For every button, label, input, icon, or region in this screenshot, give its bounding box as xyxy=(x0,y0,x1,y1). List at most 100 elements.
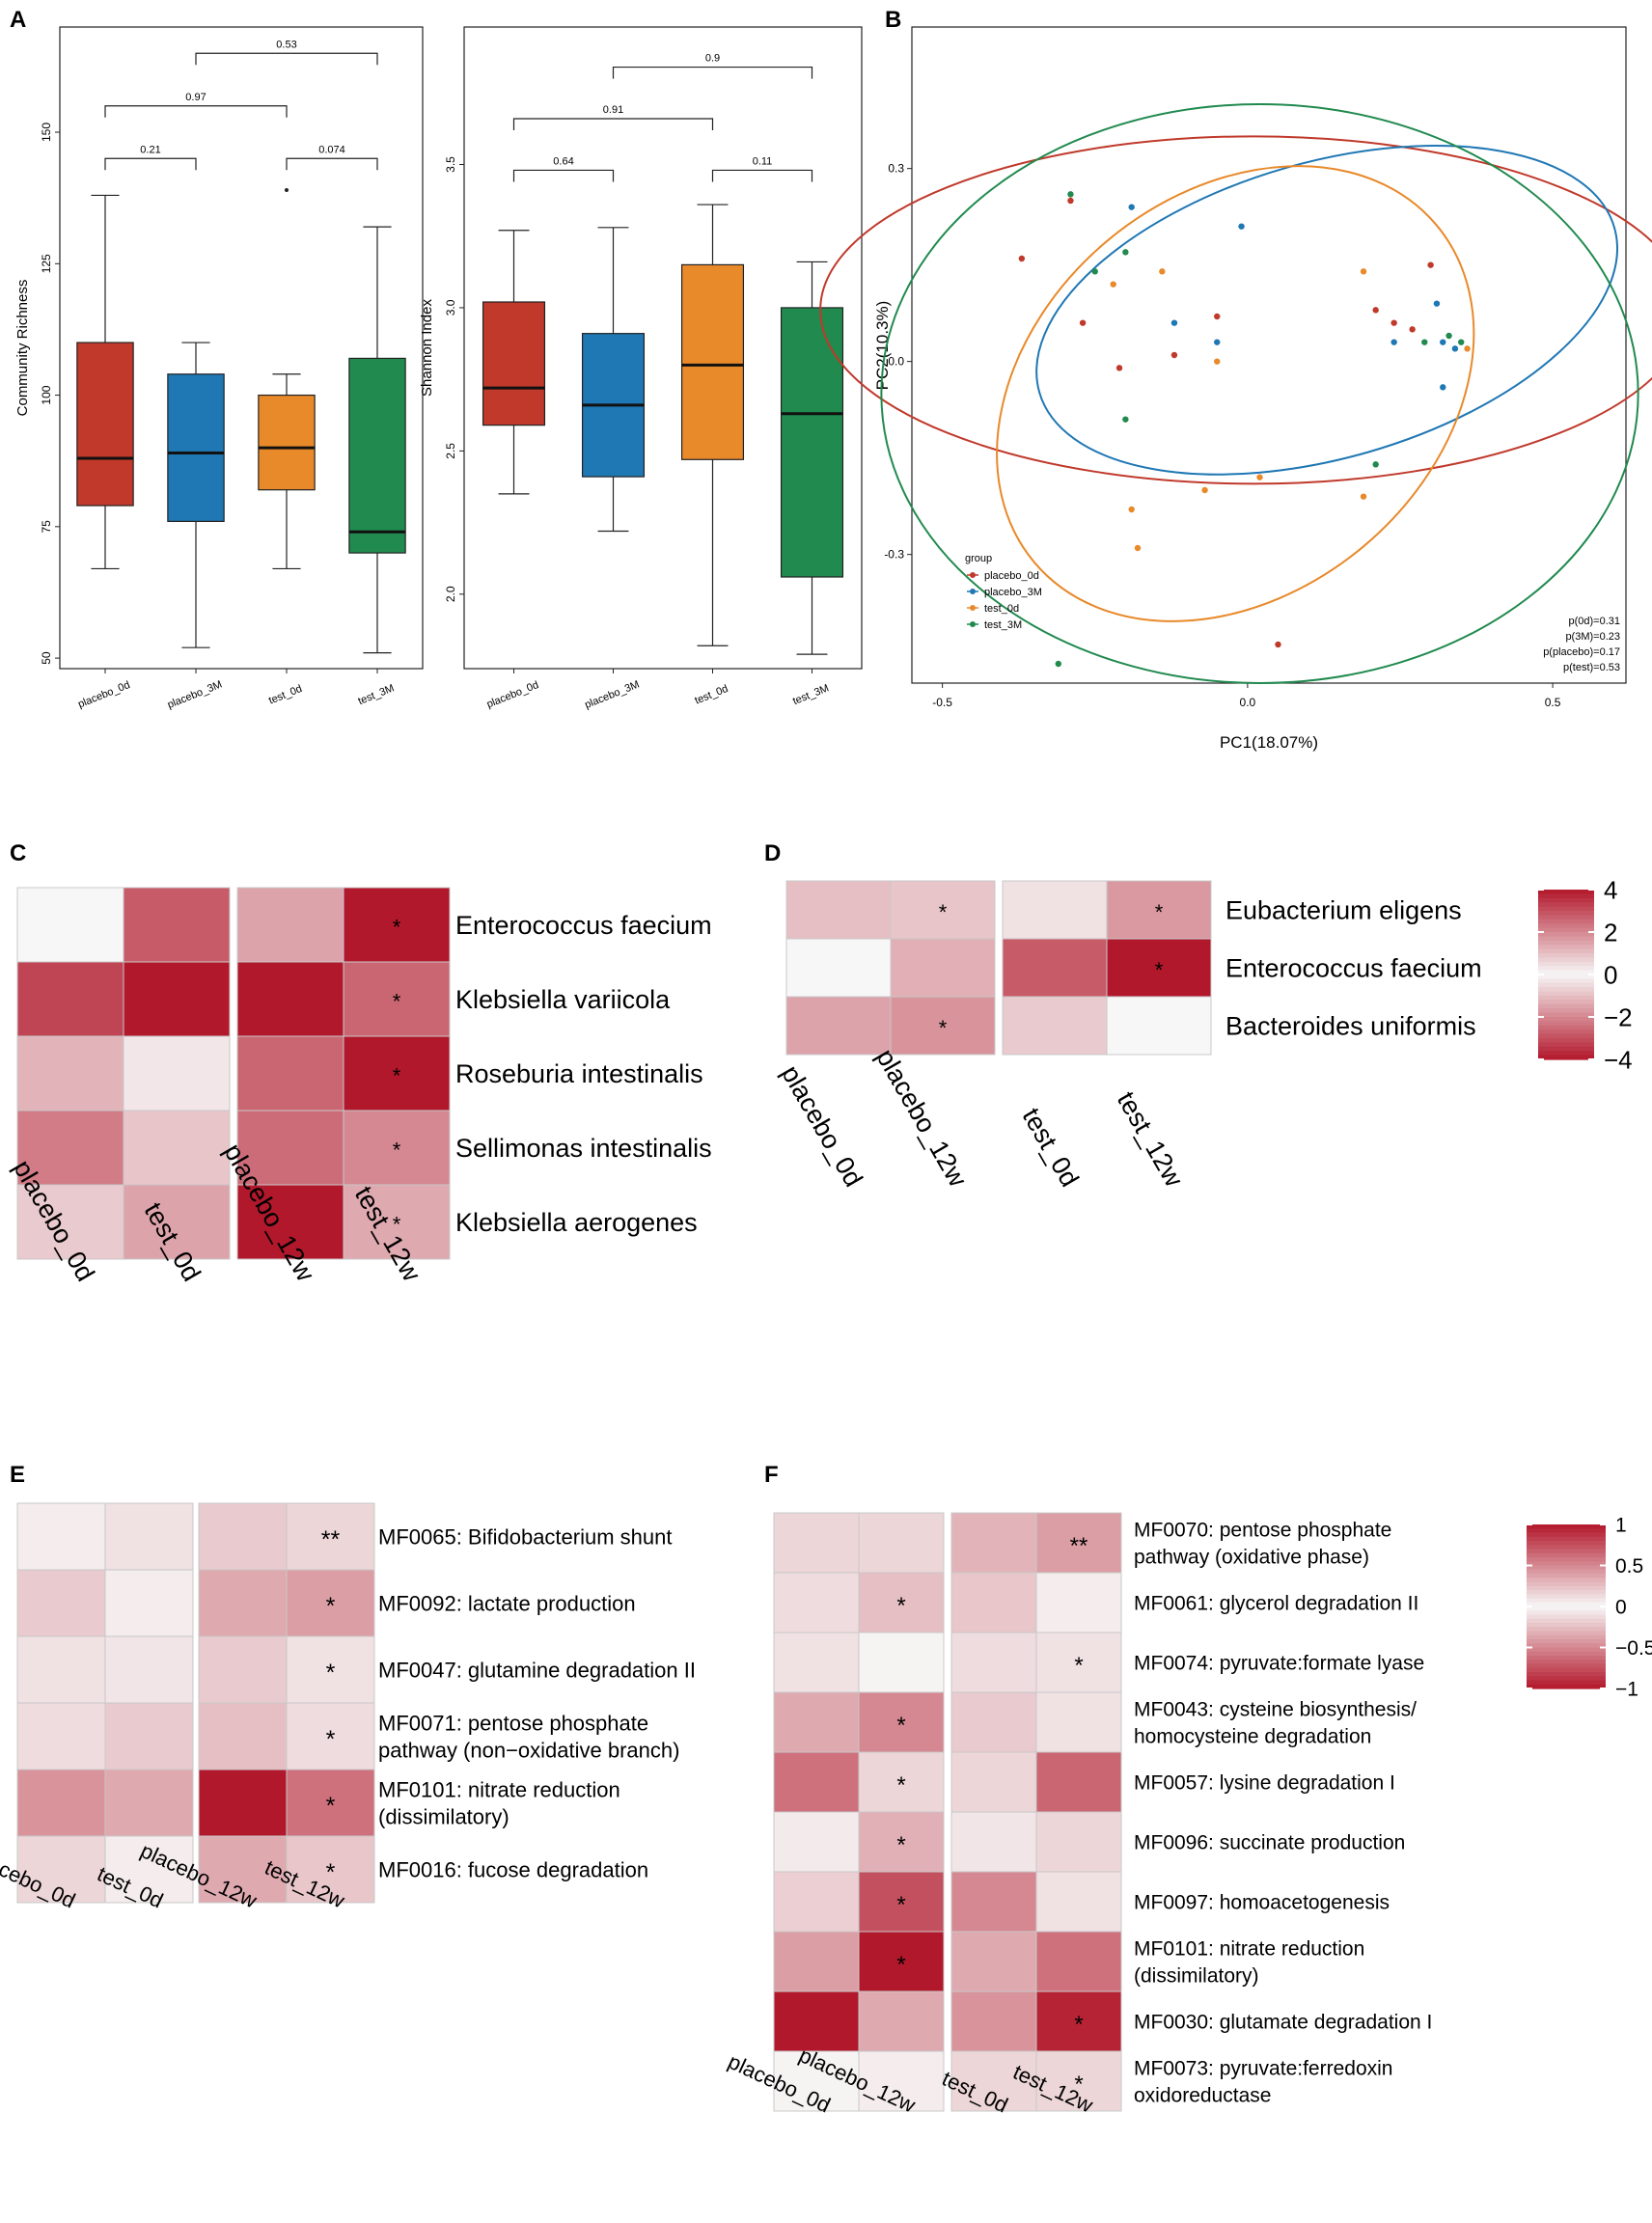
confidence-ellipse-placebo_3M xyxy=(1035,144,1618,476)
heatmap-cell xyxy=(286,1769,375,1837)
point-placebo_0d xyxy=(1079,319,1087,326)
heatmap-cell xyxy=(773,1931,860,1992)
colorbar-segment xyxy=(1538,893,1594,899)
row-label-line: MF0096: succinate production xyxy=(1134,1832,1405,1854)
colorbar-segment xyxy=(1527,1590,1606,1595)
colorbar-segment xyxy=(1538,974,1594,979)
colorbar-label: 0 xyxy=(1604,960,1617,989)
row-label-line: MF0047: glutamine degradation II xyxy=(378,1658,696,1682)
row-label-line: MF0061: glycerol degradation II xyxy=(1134,1593,1418,1615)
heatmap-cell xyxy=(858,1751,945,1813)
significance-mark: ** xyxy=(321,1526,341,1553)
heatmap-cell xyxy=(16,1110,124,1186)
heatmap-cell xyxy=(236,887,344,963)
row-label-line: MF0074: pyruvate:formate lyase xyxy=(1134,1653,1424,1675)
colorbar-label: −0.5 xyxy=(1615,1637,1652,1660)
colorbar-segment xyxy=(1538,1003,1594,1009)
y-tick-label: 0.3 xyxy=(888,162,904,176)
x-tick-label: 0.5 xyxy=(1545,696,1561,709)
heatmap-cell xyxy=(343,1035,451,1112)
colorbar-segment xyxy=(1527,1574,1606,1578)
x-tick-label: test_3M xyxy=(791,682,831,707)
boxplot-richness: 50 75 100 125 150 Community Richness placebo_0… xyxy=(14,26,424,711)
point-placebo_0d xyxy=(1067,197,1074,205)
colorbar-segment xyxy=(1538,923,1594,929)
y-tick-label: 3.0 xyxy=(444,299,457,316)
row-label-line: (dissimilatory) xyxy=(1134,1965,1259,1988)
point-placebo_0d xyxy=(1214,313,1221,320)
heatmap-cell xyxy=(1035,1990,1122,2052)
row-label: MF0057: lysine degradation I xyxy=(1134,1772,1395,1795)
colorbar-segment xyxy=(1527,1614,1606,1620)
row-label: Eubacterium eligens xyxy=(1225,896,1462,925)
heatmap-cell xyxy=(236,1184,344,1260)
y-tick-label: 2.0 xyxy=(444,586,457,602)
plot-frame xyxy=(59,26,424,670)
point-placebo_3M xyxy=(1451,345,1459,352)
panel-label-c: C xyxy=(10,840,26,866)
legend-key-dot xyxy=(970,621,976,627)
heatmap-cell xyxy=(1035,2050,1122,2112)
column-label: placebo_12w xyxy=(870,1044,973,1192)
heatmap-cell xyxy=(1035,1572,1122,1633)
p-value-label: 0.91 xyxy=(603,104,623,116)
colorbar-segment xyxy=(1527,1631,1606,1636)
heatmap-cell xyxy=(950,1811,1037,1873)
y-tick-label: 75 xyxy=(40,520,53,534)
y-tick-label: 100 xyxy=(40,385,53,404)
heatmap-cell xyxy=(773,1751,860,1813)
significance-mark: * xyxy=(326,1660,336,1687)
row-label: MF0047: glutamine degradation II xyxy=(378,1658,696,1682)
colorbar-segment xyxy=(1538,987,1594,993)
significance-mark: * xyxy=(326,1726,336,1753)
colorbar-segment xyxy=(1527,1643,1606,1649)
pcoa-scatter: -0.5 0.0 0.5 -0.3 0.0 0.3 PC1(18.07%) PC2(10.3%… xyxy=(819,26,1652,752)
colorbar-label: −1 xyxy=(1615,1679,1638,1701)
colorbar-segment xyxy=(1527,1585,1606,1591)
column-label: test_12w xyxy=(1112,1086,1189,1192)
confidence-ellipse-test_3M xyxy=(880,103,1639,684)
stat-label: p(test)=0.53 xyxy=(1563,662,1620,673)
colorbar-segment xyxy=(1538,948,1594,954)
heatmap-cell xyxy=(286,1635,375,1704)
heatmap-cell xyxy=(286,1835,375,1904)
y-tick-label: 3.5 xyxy=(444,156,457,173)
colorbar-label: −4 xyxy=(1604,1045,1633,1074)
significance-bracket xyxy=(512,169,615,182)
colorbar-segment xyxy=(1538,932,1594,937)
colorbar-segment xyxy=(1538,970,1594,975)
row-label-line: pathway (oxidative phase) xyxy=(1134,1547,1369,1569)
heatmap-cell xyxy=(343,961,451,1037)
colorbar-label: 0.5 xyxy=(1615,1555,1643,1578)
box-placebo_3M xyxy=(167,373,225,522)
colorbar-segment xyxy=(1538,1051,1594,1057)
panel-label-f: F xyxy=(764,1462,779,1488)
legend-title: group xyxy=(965,553,992,564)
row-label-line: MF0030: glutamate degradation I xyxy=(1134,2012,1432,2034)
colorbar-segment xyxy=(1538,957,1594,963)
heatmap-cell xyxy=(785,938,892,998)
heatmap-cell xyxy=(123,961,231,1037)
colorbar-label: 4 xyxy=(1604,875,1617,904)
heatmap-c: * * * * * Enterococcus faecium Klebsiella vari… xyxy=(8,887,712,1286)
heatmap-cell xyxy=(858,1572,945,1633)
heatmap-d: * * * * Eubacterium eligens Enterococcus faec… xyxy=(776,875,1633,1192)
heatmap-cell xyxy=(1002,938,1108,998)
heatmap-cell xyxy=(858,1512,945,1574)
heatmap-cell xyxy=(104,1569,194,1637)
row-label-line: (dissimilatory) xyxy=(378,1804,509,1828)
colorbar-label: 1 xyxy=(1615,1515,1627,1537)
row-label: MF0096: succinate production xyxy=(1134,1832,1405,1854)
heatmap-cell xyxy=(950,1871,1037,1933)
colorbar-segment xyxy=(1538,927,1594,933)
heatmap-cell xyxy=(286,1502,375,1571)
point-placebo_3M xyxy=(1440,339,1446,345)
significance-mark: * xyxy=(326,1593,336,1620)
heatmap-cell xyxy=(950,1691,1037,1753)
colorbar-segment xyxy=(1527,1536,1606,1542)
heatmap-cell xyxy=(16,1835,106,1904)
point-placebo_0d xyxy=(1427,261,1434,268)
heatmap-cell xyxy=(104,1702,194,1770)
row-label-line: MF0071: pentose phosphate xyxy=(378,1711,648,1735)
